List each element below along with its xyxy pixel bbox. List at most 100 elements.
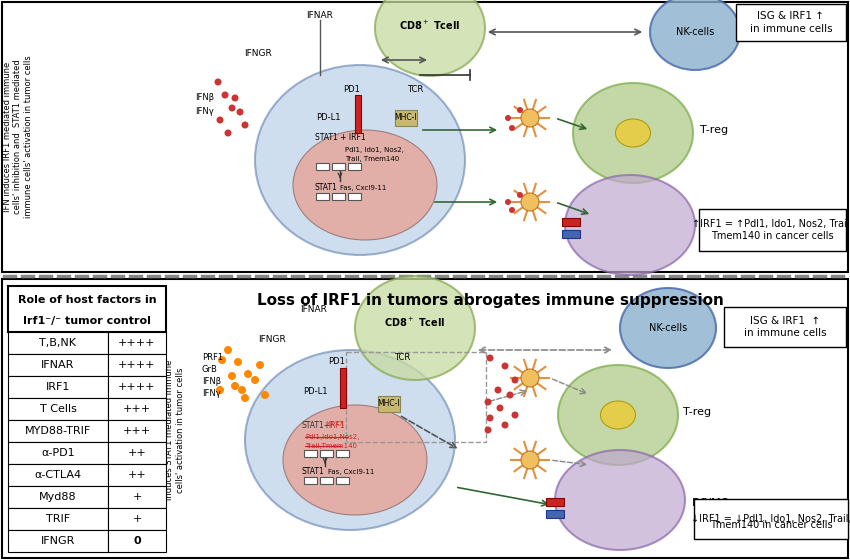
Bar xyxy=(336,450,349,457)
Bar xyxy=(395,110,417,126)
FancyBboxPatch shape xyxy=(108,464,166,486)
Circle shape xyxy=(521,109,539,127)
Text: ↓IRF1 = ↓Pdl1, Ido1, Nos2, Trail,: ↓IRF1 = ↓Pdl1, Ido1, Nos2, Trail, xyxy=(691,514,850,524)
Ellipse shape xyxy=(555,450,685,550)
Circle shape xyxy=(512,376,518,384)
FancyBboxPatch shape xyxy=(736,4,846,41)
Bar xyxy=(332,163,345,170)
Text: induces STAT1 mediated immune
cells' activation in tumor cells: induces STAT1 mediated immune cells' act… xyxy=(165,360,184,500)
Bar xyxy=(348,163,361,170)
Circle shape xyxy=(521,193,539,211)
Circle shape xyxy=(509,125,515,131)
Circle shape xyxy=(502,362,508,370)
Text: α-CTLA4: α-CTLA4 xyxy=(35,470,82,480)
FancyBboxPatch shape xyxy=(8,442,108,464)
Text: T-reg: T-reg xyxy=(700,125,728,135)
FancyBboxPatch shape xyxy=(8,376,108,398)
Text: ISG & IRF1  ↑
in immune cells: ISG & IRF1 ↑ in immune cells xyxy=(744,316,826,338)
Bar xyxy=(562,230,580,238)
FancyBboxPatch shape xyxy=(108,332,166,354)
Ellipse shape xyxy=(558,365,678,465)
Text: IFNγ: IFNγ xyxy=(202,390,221,399)
Text: STAT1: STAT1 xyxy=(302,468,325,477)
FancyBboxPatch shape xyxy=(108,486,166,508)
Text: NK-cells: NK-cells xyxy=(676,27,714,37)
Text: Pdl1,Ido1,Nos2,: Pdl1,Ido1,Nos2, xyxy=(305,434,360,440)
Text: MHC-I: MHC-I xyxy=(394,114,417,123)
Circle shape xyxy=(505,199,511,205)
Bar xyxy=(316,193,329,200)
Ellipse shape xyxy=(293,130,437,240)
Text: ++: ++ xyxy=(128,448,146,458)
Text: PD-L1: PD-L1 xyxy=(315,114,340,123)
Text: IFNAR: IFNAR xyxy=(307,11,333,20)
Circle shape xyxy=(218,356,226,364)
Text: IFNβ: IFNβ xyxy=(202,377,221,386)
Text: STAT1+: STAT1+ xyxy=(302,421,332,430)
Circle shape xyxy=(521,451,539,469)
Ellipse shape xyxy=(565,175,695,275)
Circle shape xyxy=(505,115,511,121)
Circle shape xyxy=(234,358,242,366)
FancyBboxPatch shape xyxy=(108,376,166,398)
Circle shape xyxy=(256,361,264,369)
Circle shape xyxy=(217,116,224,124)
FancyBboxPatch shape xyxy=(694,499,848,539)
Ellipse shape xyxy=(355,276,475,380)
Text: Fas, Cxcl9-11: Fas, Cxcl9-11 xyxy=(328,469,374,475)
Text: IFNAR: IFNAR xyxy=(300,306,327,315)
FancyBboxPatch shape xyxy=(2,2,848,272)
Circle shape xyxy=(236,109,243,115)
Text: TCR: TCR xyxy=(407,86,423,95)
Circle shape xyxy=(517,192,523,198)
Text: Trail, Tmem140: Trail, Tmem140 xyxy=(345,156,400,162)
Bar xyxy=(546,510,564,518)
Circle shape xyxy=(214,78,222,86)
Bar xyxy=(562,218,580,226)
Text: STAT1 + IRF1: STAT1 + IRF1 xyxy=(315,133,366,142)
Circle shape xyxy=(496,404,503,412)
Ellipse shape xyxy=(283,405,427,515)
FancyBboxPatch shape xyxy=(108,508,166,530)
Text: IFNGR: IFNGR xyxy=(244,49,272,58)
Circle shape xyxy=(517,107,523,113)
FancyBboxPatch shape xyxy=(8,332,108,354)
FancyBboxPatch shape xyxy=(8,486,108,508)
Text: GrB: GrB xyxy=(202,366,218,375)
FancyBboxPatch shape xyxy=(699,209,846,251)
Text: IRF1: IRF1 xyxy=(46,382,71,392)
Text: T,B,NK: T,B,NK xyxy=(39,338,76,348)
Bar xyxy=(546,498,564,506)
Text: IFNGR: IFNGR xyxy=(258,335,286,344)
Ellipse shape xyxy=(615,119,650,147)
Text: PD-L1: PD-L1 xyxy=(303,388,327,396)
Circle shape xyxy=(509,207,515,213)
Text: ++++: ++++ xyxy=(118,338,156,348)
FancyBboxPatch shape xyxy=(724,307,846,347)
FancyBboxPatch shape xyxy=(8,286,166,332)
Text: Trail,Tmem140: Trail,Tmem140 xyxy=(305,443,357,449)
Ellipse shape xyxy=(620,288,716,368)
Circle shape xyxy=(241,122,248,128)
FancyBboxPatch shape xyxy=(8,398,108,420)
Text: Fas, Cxcl9-11: Fas, Cxcl9-11 xyxy=(340,185,387,191)
Bar xyxy=(320,477,333,484)
Circle shape xyxy=(231,382,239,390)
FancyBboxPatch shape xyxy=(108,354,166,376)
Circle shape xyxy=(521,369,539,387)
Circle shape xyxy=(484,427,491,433)
Text: IFN induces IRF1 mediated immune
cells' inhibition and  STAT1 mediated
immune ce: IFN induces IRF1 mediated immune cells' … xyxy=(3,55,33,218)
Circle shape xyxy=(238,386,246,394)
Bar xyxy=(355,95,361,133)
FancyBboxPatch shape xyxy=(108,442,166,464)
Text: ISG & IRF1 ↑
in immune cells: ISG & IRF1 ↑ in immune cells xyxy=(750,11,832,34)
Circle shape xyxy=(224,346,232,354)
Circle shape xyxy=(228,372,236,380)
FancyBboxPatch shape xyxy=(8,354,108,376)
FancyBboxPatch shape xyxy=(108,420,166,442)
Text: MYD88-TRIF: MYD88-TRIF xyxy=(25,426,91,436)
Text: ↑IRF1 = ↑Pdl1, Ido1, Nos2, Trail,
Tmem140 in cancer cells: ↑IRF1 = ↑Pdl1, Ido1, Nos2, Trail, Tmem14… xyxy=(692,219,850,241)
Text: PD1: PD1 xyxy=(343,86,360,95)
Text: ++++: ++++ xyxy=(118,382,156,392)
Text: STAT1: STAT1 xyxy=(315,184,337,193)
